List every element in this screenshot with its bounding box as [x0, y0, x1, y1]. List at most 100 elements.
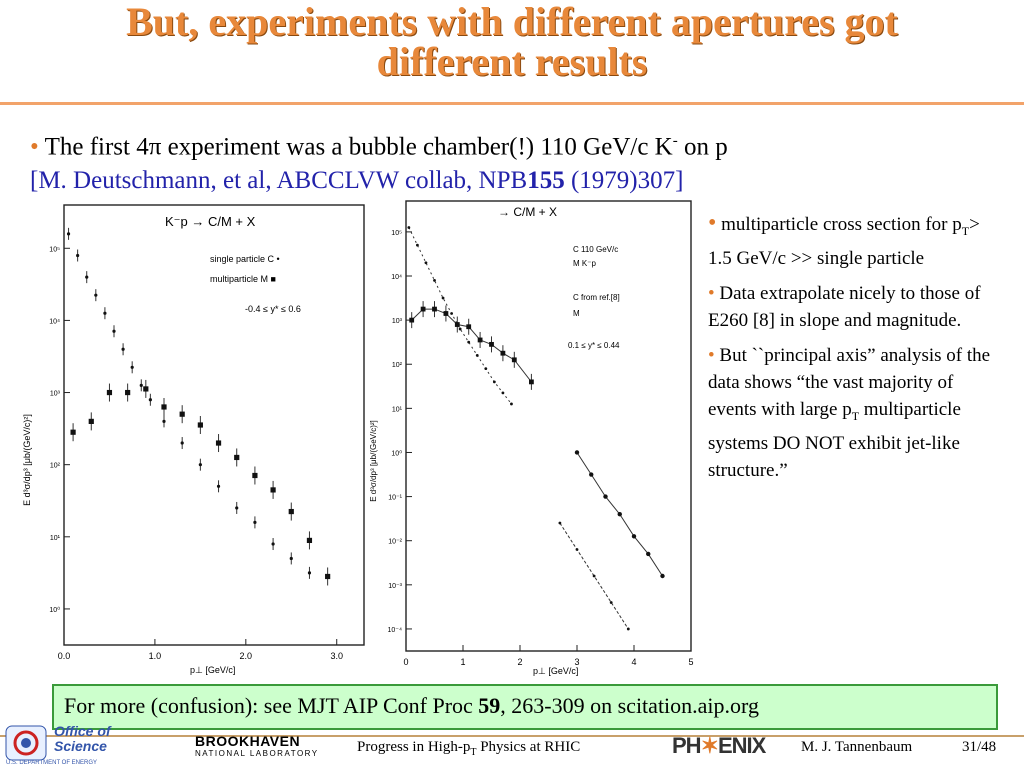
data-point [475, 354, 479, 357]
data-point [162, 419, 166, 423]
note-1-bullet: • [708, 210, 717, 236]
lead-superscript: - [672, 133, 678, 149]
plot-left-annotation: -0.4 ≤ y* ≤ 0.6 [245, 304, 301, 314]
x-tick-label: 2.0 [240, 651, 253, 661]
plot-left-legend-1: single particle C • [210, 254, 280, 264]
data-point [271, 542, 275, 546]
data-point [94, 293, 98, 297]
data-point [112, 329, 116, 333]
plot-left-ylabel: E d³σ/dp³ [μb/(GeV/c)²] [22, 414, 32, 506]
plot-right-marks [407, 226, 665, 631]
doe-office-of-science-logo: Office of Science U.S. DEPARTMENT OF ENE… [5, 723, 112, 766]
data-point [252, 472, 258, 479]
data-point [467, 340, 471, 344]
y-tick-label: 10⁰ [391, 449, 402, 457]
data-point [575, 548, 579, 551]
data-point [433, 279, 436, 282]
doe-line-3: U.S. DEPARTMENT OF ENERGY [6, 760, 97, 766]
callout-suffix: , 263-309 on scitation.aip.org [500, 693, 759, 718]
data-point [407, 226, 411, 229]
data-point [270, 487, 276, 493]
phenix-logo: PH✶ENIX [672, 733, 766, 759]
x-tick-label: 2 [517, 657, 522, 667]
callout-volume: 59 [478, 693, 501, 718]
note-3-bullet: • [708, 344, 715, 366]
data-point [466, 324, 472, 330]
y-tick-label: 10⁵ [49, 246, 60, 253]
note-2-bullet: • [708, 282, 715, 304]
data-point [234, 454, 240, 461]
y-tick-label: 10² [50, 463, 61, 470]
data-point [66, 232, 71, 236]
data-point [180, 441, 184, 445]
footer-page-number: 31/48 [962, 739, 997, 755]
data-point [574, 450, 580, 455]
data-point [646, 551, 651, 557]
note-2-text: Data extrapolate nicely to those of E260… [708, 282, 981, 331]
data-point [70, 429, 76, 435]
data-point [501, 391, 505, 395]
data-point [143, 386, 149, 392]
reference-callout: For more (confusion): see MJT AIP Conf P… [52, 684, 998, 730]
plot-right: 0 1 2 3 4 5 10⁵ 10⁴ 10³ 10² 10¹ 10⁰ 10⁻¹ 10⁻² 10⁻³ 10⁻⁴… [369, 200, 694, 676]
footer-author: M. J. Tannenbaum [801, 739, 913, 755]
data-point [416, 243, 419, 247]
y-tick-label: 10⁰ [49, 606, 60, 614]
doe-line-1: Office of [54, 723, 112, 739]
x-tick-label: 3.0 [330, 651, 343, 661]
data-point [529, 379, 534, 385]
plot-left-title: K⁻p → C/M + X [165, 214, 256, 229]
data-point [125, 389, 131, 396]
y-tick-label: 10⁵ [391, 230, 402, 237]
lead-text: The first 4π experiment was a bubble cha… [44, 133, 673, 161]
y-tick-label: 10⁻³ [388, 583, 402, 590]
note-3-text-b: multiparticle systems DO NOT exhibit jet… [708, 398, 961, 481]
plot-left-marks [66, 227, 331, 586]
bnl-line-1: BROOKHAVEN [195, 733, 301, 749]
note-3-text-a: But ``principal axis” analysis of the da… [708, 344, 991, 420]
data-point [558, 521, 562, 525]
data-point [103, 311, 107, 315]
note-3: • But ``principal axis” analysis of the … [708, 342, 998, 484]
x-tick-label: 4 [631, 657, 636, 667]
y-tick-label: 10⁻² [388, 539, 402, 546]
x-tick-label: 0.0 [58, 651, 71, 661]
data-point [148, 398, 152, 402]
x-tick-label: 3 [574, 657, 579, 667]
y-tick-label: 10⁻⁴ [388, 627, 403, 634]
data-point [198, 463, 202, 467]
y-tick-label: 10⁻¹ [388, 495, 402, 502]
data-point [492, 380, 496, 384]
note-3-sub: T [851, 408, 860, 423]
x-tick-label: 0 [403, 657, 408, 667]
plot-right-annotation: 0.1 ≤ y* ≤ 0.44 [568, 341, 620, 350]
plot-right-ylabel: E d³σ/dp³ [μb/(GeV/c)²] [369, 420, 378, 502]
title-line-2: different results [376, 39, 648, 84]
y-tick-label: 10¹ [392, 406, 403, 413]
y-tick-label: 10³ [392, 318, 403, 325]
plot-right-xlabel: p⊥ [GeV/c] [533, 666, 578, 676]
data-point [215, 440, 222, 446]
note-1-text-a: multiparticle cross section for p [716, 214, 962, 235]
data-point [443, 311, 449, 316]
y-tick-label: 10² [392, 362, 403, 369]
phenix-star-icon: ✶ [700, 733, 719, 758]
brookhaven-logo: BROOKHAVEN NATIONAL LABORATORY [195, 733, 319, 759]
ref-suffix: (1979)307] [564, 167, 684, 195]
data-point [617, 512, 622, 517]
data-point [484, 367, 488, 371]
callout-prefix: For more (confusion): see MJT AIP Conf P… [64, 693, 479, 718]
x-tick-label: 5 [688, 657, 693, 667]
series-4 [574, 450, 665, 579]
y-tick-label: 10⁴ [391, 274, 402, 281]
ref-volume: 155 [527, 167, 565, 195]
footer-center-text: Progress in High-pT Physics at RHIC [357, 737, 580, 763]
plot-right-frame [405, 200, 692, 652]
reference: [M. Deutschmann, et al, ABCCLVW collab, … [30, 167, 683, 194]
data-point [626, 627, 630, 631]
phenix-logo-a: PH [672, 733, 702, 758]
data-point [592, 574, 596, 578]
data-point [454, 322, 460, 327]
data-point [609, 601, 613, 604]
data-point [510, 402, 513, 406]
